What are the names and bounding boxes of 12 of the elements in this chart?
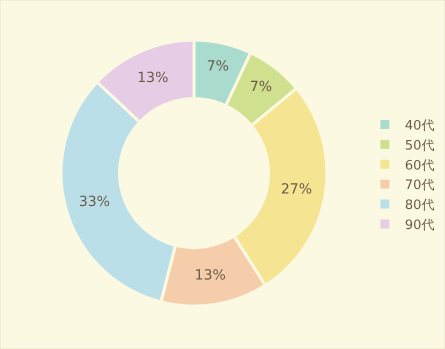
legend-label: 50代 [404, 138, 434, 154]
data-label: 7% [250, 78, 272, 95]
legend-label: 60代 [404, 158, 434, 174]
legend-label: 70代 [404, 178, 434, 194]
data-label: 13% [137, 70, 168, 86]
legend-label: 80代 [404, 198, 434, 214]
data-label: 27% [280, 181, 312, 198]
data-label: 33% [78, 194, 110, 210]
data-label: 13% [194, 268, 226, 284]
legend-label: 90代 [404, 218, 434, 234]
data-label: 7% [206, 58, 229, 75]
legend-label: 40代 [404, 118, 434, 134]
